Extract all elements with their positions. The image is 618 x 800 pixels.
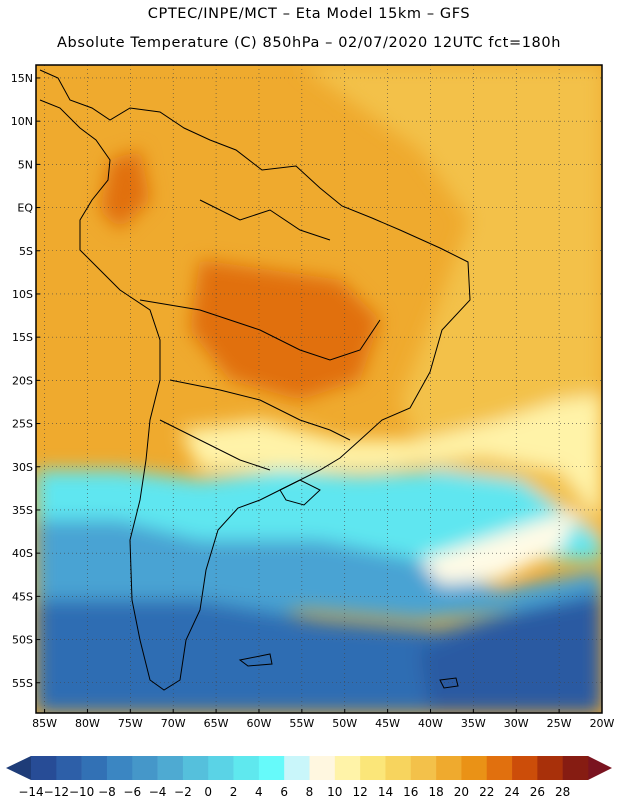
colorbar-label: 2 — [230, 785, 238, 799]
lon-label: 20W — [590, 717, 615, 730]
colorbar-label: 28 — [555, 785, 570, 799]
plot-frame — [35, 64, 603, 714]
colorbar-swatch — [436, 756, 462, 780]
lon-label: 35W — [461, 717, 486, 730]
field-andes-hot — [100, 150, 150, 230]
colorbar-label: −10 — [69, 785, 94, 799]
colorbar-label: −12 — [44, 785, 69, 799]
colorbar-swatch — [360, 756, 386, 780]
lat-label: 55S — [12, 677, 33, 690]
colorbar-label: −2 — [174, 785, 192, 799]
lon-label: 30W — [504, 717, 529, 730]
coastlines-and-borders — [39, 69, 471, 691]
colorbar-swatch — [562, 756, 589, 780]
colorbar-swatch — [31, 756, 57, 780]
longitude-axis-labels: 85W 80W 75W 70W 65W 60W 55W 50W 45W 40W 35W 30W 25W 2… — [32, 709, 615, 730]
colorbar-swatch — [512, 756, 538, 780]
lon-label: 55W — [289, 717, 314, 730]
island-outline — [238, 653, 273, 667]
island-outline — [439, 677, 459, 689]
title-line-1: CPTEC/INPE/MCT – Eta Model 15km – GFS — [147, 6, 471, 22]
colorbar-label: 16 — [403, 785, 418, 799]
colorbar-swatch — [284, 756, 310, 780]
colorbar-label: 22 — [479, 785, 494, 799]
field-land-hot — [190, 260, 380, 400]
title-line-2: Absolute Temperature (C) 850hPa – 02/07/… — [57, 35, 561, 51]
colorbar-swatch — [334, 756, 361, 780]
lat-label: 10S — [12, 288, 33, 301]
colorbar-swatch — [157, 756, 184, 780]
lon-label: 50W — [332, 717, 357, 730]
colorbar-label: −8 — [98, 785, 116, 799]
colorbar-swatch — [81, 756, 108, 780]
lat-label: 20S — [12, 374, 33, 387]
colorbar-label: 12 — [352, 785, 367, 799]
lat-label: 30S — [12, 461, 33, 474]
colorbar-swatch — [233, 756, 260, 780]
lat-label: 50S — [12, 634, 33, 647]
colorbar-label: 18 — [428, 785, 443, 799]
lon-label: 40W — [418, 717, 443, 730]
lat-label: 25S — [12, 418, 33, 431]
colorbar-label: 6 — [280, 785, 288, 799]
lat-label: 35S — [12, 504, 33, 517]
lat-label: 40S — [12, 547, 33, 560]
border-line — [139, 299, 381, 361]
colorbar-label: −4 — [149, 785, 167, 799]
lon-label: 70W — [161, 717, 186, 730]
lon-label: 45W — [375, 717, 400, 730]
colorbar: −14 −12 −10 −8 −6 −4 −2 0 2 4 6 8 10 12 14 16 18 20 22 24 26… — [6, 756, 612, 799]
field-pale-tongue — [420, 510, 580, 585]
colorbar-label: 26 — [530, 785, 545, 799]
colorbar-swatch — [537, 756, 563, 780]
south-america-coastline — [39, 69, 471, 691]
colorbar-swatch — [106, 756, 133, 780]
colorbar-swatch — [182, 756, 209, 780]
colorbar-label: 4 — [255, 785, 263, 799]
grid-lines — [36, 65, 602, 713]
lagoon-outline — [279, 479, 321, 506]
temperature-field — [36, 65, 602, 713]
colorbar-label: 24 — [504, 785, 519, 799]
lon-label: 75W — [118, 717, 143, 730]
colorbar-label: −14 — [18, 785, 43, 799]
border-line — [159, 419, 271, 471]
field-pale-band — [180, 395, 602, 520]
lat-label: 45S — [12, 590, 33, 603]
lat-label: 10N — [11, 115, 33, 128]
field-deep-south — [420, 600, 602, 713]
lon-label: 25W — [547, 717, 572, 730]
colorbar-swatch — [132, 756, 158, 780]
lon-label: 85W — [32, 717, 57, 730]
colorbar-label: −6 — [123, 785, 141, 799]
colorbar-swatch — [56, 756, 82, 780]
lat-label: 5S — [19, 245, 33, 258]
colorbar-swatch — [258, 756, 285, 780]
colorbar-label: 0 — [204, 785, 212, 799]
lon-label: 65W — [204, 717, 229, 730]
colorbar-label: 20 — [454, 785, 469, 799]
colorbar-swatch — [385, 756, 412, 780]
colorbar-swatch — [309, 756, 336, 780]
colorbar-label: 10 — [327, 785, 342, 799]
lat-label: EQ — [17, 202, 33, 215]
colorbar-swatch — [461, 756, 488, 780]
lon-label: 60W — [247, 717, 272, 730]
latitude-axis-labels: 15N 10N 5N EQ 5S 10S 15S 20S 25S 30S 35S 40S 45S 50S 5… — [11, 72, 40, 690]
colorbar-high-arrow — [588, 756, 612, 780]
colorbar-swatch — [486, 756, 513, 780]
lon-label: 80W — [75, 717, 100, 730]
colorbar-label: 14 — [378, 785, 393, 799]
colorbar-label: 8 — [306, 785, 314, 799]
colorbar-low-arrow — [6, 756, 31, 780]
border-line — [199, 199, 331, 241]
lat-label: 15S — [12, 331, 33, 344]
border-line — [169, 379, 351, 441]
colorbar-swatch — [208, 756, 234, 780]
lat-label: 5N — [18, 158, 33, 171]
lat-label: 15N — [11, 72, 33, 85]
colorbar-swatch — [410, 756, 437, 780]
